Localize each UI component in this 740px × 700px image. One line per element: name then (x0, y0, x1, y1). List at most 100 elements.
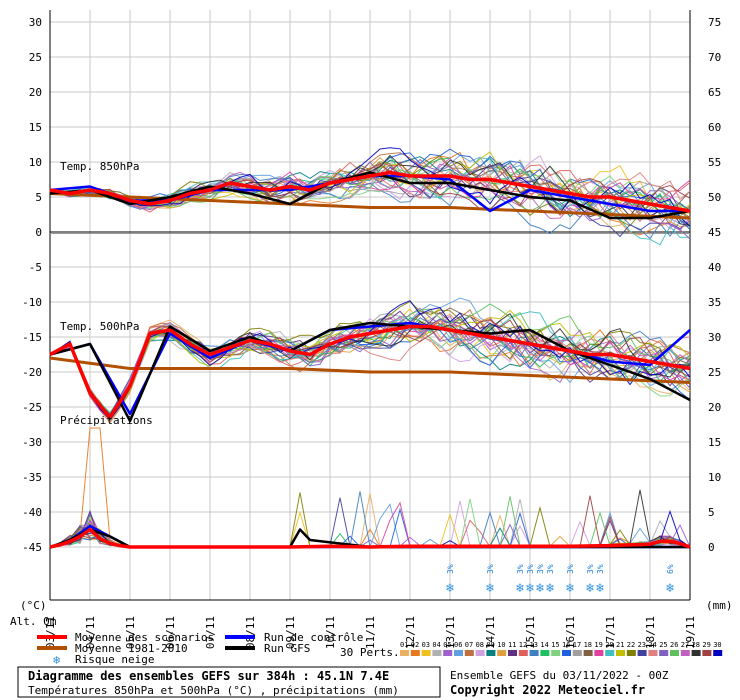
member-legend-swatch (691, 650, 701, 656)
zero-line (50, 231, 690, 234)
ensemble-member-line (49, 300, 691, 421)
y-right-tick-label: 55 (708, 156, 721, 169)
member-legend-swatch (616, 650, 625, 656)
x-tick-label: 05/11 (124, 616, 137, 649)
y-right-tick-label: 30 (708, 331, 721, 344)
member-legend-swatch (637, 650, 647, 656)
panel-label-t500: Temp. 500hPa (60, 320, 139, 333)
member-legend-number: 15 (551, 641, 559, 649)
y-right-tick-label: 20 (708, 401, 721, 414)
series-line (49, 321, 691, 423)
member-legend-swatch (551, 650, 561, 656)
y-right-tick-label: 35 (708, 296, 721, 309)
y-left-tick-label: -40 (22, 506, 42, 519)
member-legend-swatch (454, 650, 463, 656)
member-legend-swatch (432, 650, 442, 656)
y-left-tick-label: 5 (35, 191, 42, 204)
member-legend-swatch (410, 650, 420, 656)
member-legend-swatch (670, 650, 679, 656)
snow-percent-label: 3% (536, 564, 545, 574)
member-legend-swatch (529, 650, 539, 656)
y-left-tick-label: 25 (29, 51, 42, 64)
snow-percent-label: 3% (596, 564, 605, 574)
snowflake-icon: ❄ (535, 581, 544, 596)
member-legend-number: 09 (486, 641, 494, 649)
member-legend: 01 02 03 04 05 06 07 08 09 10 11 12 13 14 15 16 17 18 19 20… (400, 641, 723, 656)
y-left-tick-label: -10 (22, 296, 42, 309)
x-ticks: 03/11 04/11 05/11 06/11 07/11 08/11 09/11 10/11… (44, 616, 697, 649)
x-tick-label: 11/11 (364, 616, 377, 649)
member-legend-number: 13 (530, 641, 538, 649)
member-legend-swatch (508, 650, 517, 656)
member-legend-swatch (659, 650, 669, 656)
member-legend-number: 01 (400, 641, 408, 649)
y-right-unit: (mm) (706, 599, 733, 612)
legend-control-label: Run de contrôle (264, 631, 363, 644)
y-left-tick-label: 30 (29, 16, 42, 29)
member-legend-number: 30 (713, 641, 721, 649)
y-left-tick-label: 20 (29, 86, 42, 99)
snowflake-icon: ❄ (485, 581, 494, 596)
member-legend-number: 05 (443, 641, 451, 649)
copyright: Copyright 2022 Meteociel.fr (450, 683, 645, 697)
y-left-tick-label: -35 (22, 471, 42, 484)
snowflake-icon: ❄ (545, 581, 554, 596)
x-tick-label: 08/11 (244, 616, 257, 649)
y-right-tick-label: 60 (708, 121, 721, 134)
member-legend-number: 16 (562, 641, 570, 649)
member-legend-number: 06 (454, 641, 462, 649)
series-line (49, 171, 691, 220)
y-right-tick-label: 0 (708, 541, 715, 554)
y-right-tick-label: 15 (708, 436, 721, 449)
snowflake-icon: ❄ (595, 581, 604, 596)
snowflake-icon: ❄ (445, 581, 454, 596)
member-legend-number: 26 (670, 641, 678, 649)
snow-percent-label: 3% (486, 564, 495, 574)
x-tick-label: 06/11 (164, 616, 177, 649)
member-legend-swatch (486, 650, 496, 656)
member-legend-number: 24 (648, 641, 656, 649)
member-legend-swatch (518, 650, 528, 656)
alt-label: Alt. 0m (10, 615, 57, 628)
legend-climo-label: Moyenne 1981-2010 (75, 642, 188, 655)
member-legend-number: 02 (411, 641, 419, 649)
member-legend-swatch (400, 650, 409, 656)
snow-percent-label: 3% (526, 564, 535, 574)
y-right-tick-label: 75 (708, 16, 721, 29)
member-legend-number: 03 (422, 641, 430, 649)
member-legend-number: 21 (616, 641, 624, 649)
legend-gfs-label: Run GFS (264, 642, 310, 655)
y-right-tick-label: 65 (708, 86, 721, 99)
member-legend-swatch (702, 650, 712, 656)
member-legend-number: 20 (605, 641, 613, 649)
member-legend-swatch (680, 650, 690, 656)
x-tick-label: 15/11 (524, 616, 537, 649)
title-box (17, 666, 441, 698)
snow-percent-label: 6% (666, 564, 675, 574)
member-legend-number: 23 (638, 641, 646, 649)
member-legend-swatch (540, 650, 550, 656)
snowflake-icon: ❄ (515, 581, 524, 596)
member-legend-swatch (421, 650, 431, 656)
x-tick-label: 12/11 (404, 616, 417, 649)
y-right-tick-label: 45 (708, 226, 721, 239)
member-legend-swatch (475, 650, 485, 656)
series-line (49, 527, 691, 549)
member-legend-swatch (464, 650, 474, 656)
x-tick-label: 03/11 (44, 616, 57, 649)
series-line (49, 324, 691, 420)
member-legend-number: 18 (584, 641, 592, 649)
ensemble-member-line (49, 319, 691, 419)
y-right-tick-label: 70 (708, 51, 721, 64)
member-legend-number: 14 (540, 641, 548, 649)
x-tick-label: 19/11 (684, 616, 697, 649)
run-info: Ensemble GEFS du 03/11/2022 - 00Z (450, 669, 669, 682)
x-tick-label: 14/11 (484, 616, 497, 649)
member-legend-number: 17 (573, 641, 581, 649)
member-legend-swatch (443, 650, 453, 656)
y-left-tick-label: 10 (29, 156, 42, 169)
legend-perts-label: 30 Perts. (340, 646, 400, 659)
x-tick-label: 18/11 (644, 616, 657, 649)
